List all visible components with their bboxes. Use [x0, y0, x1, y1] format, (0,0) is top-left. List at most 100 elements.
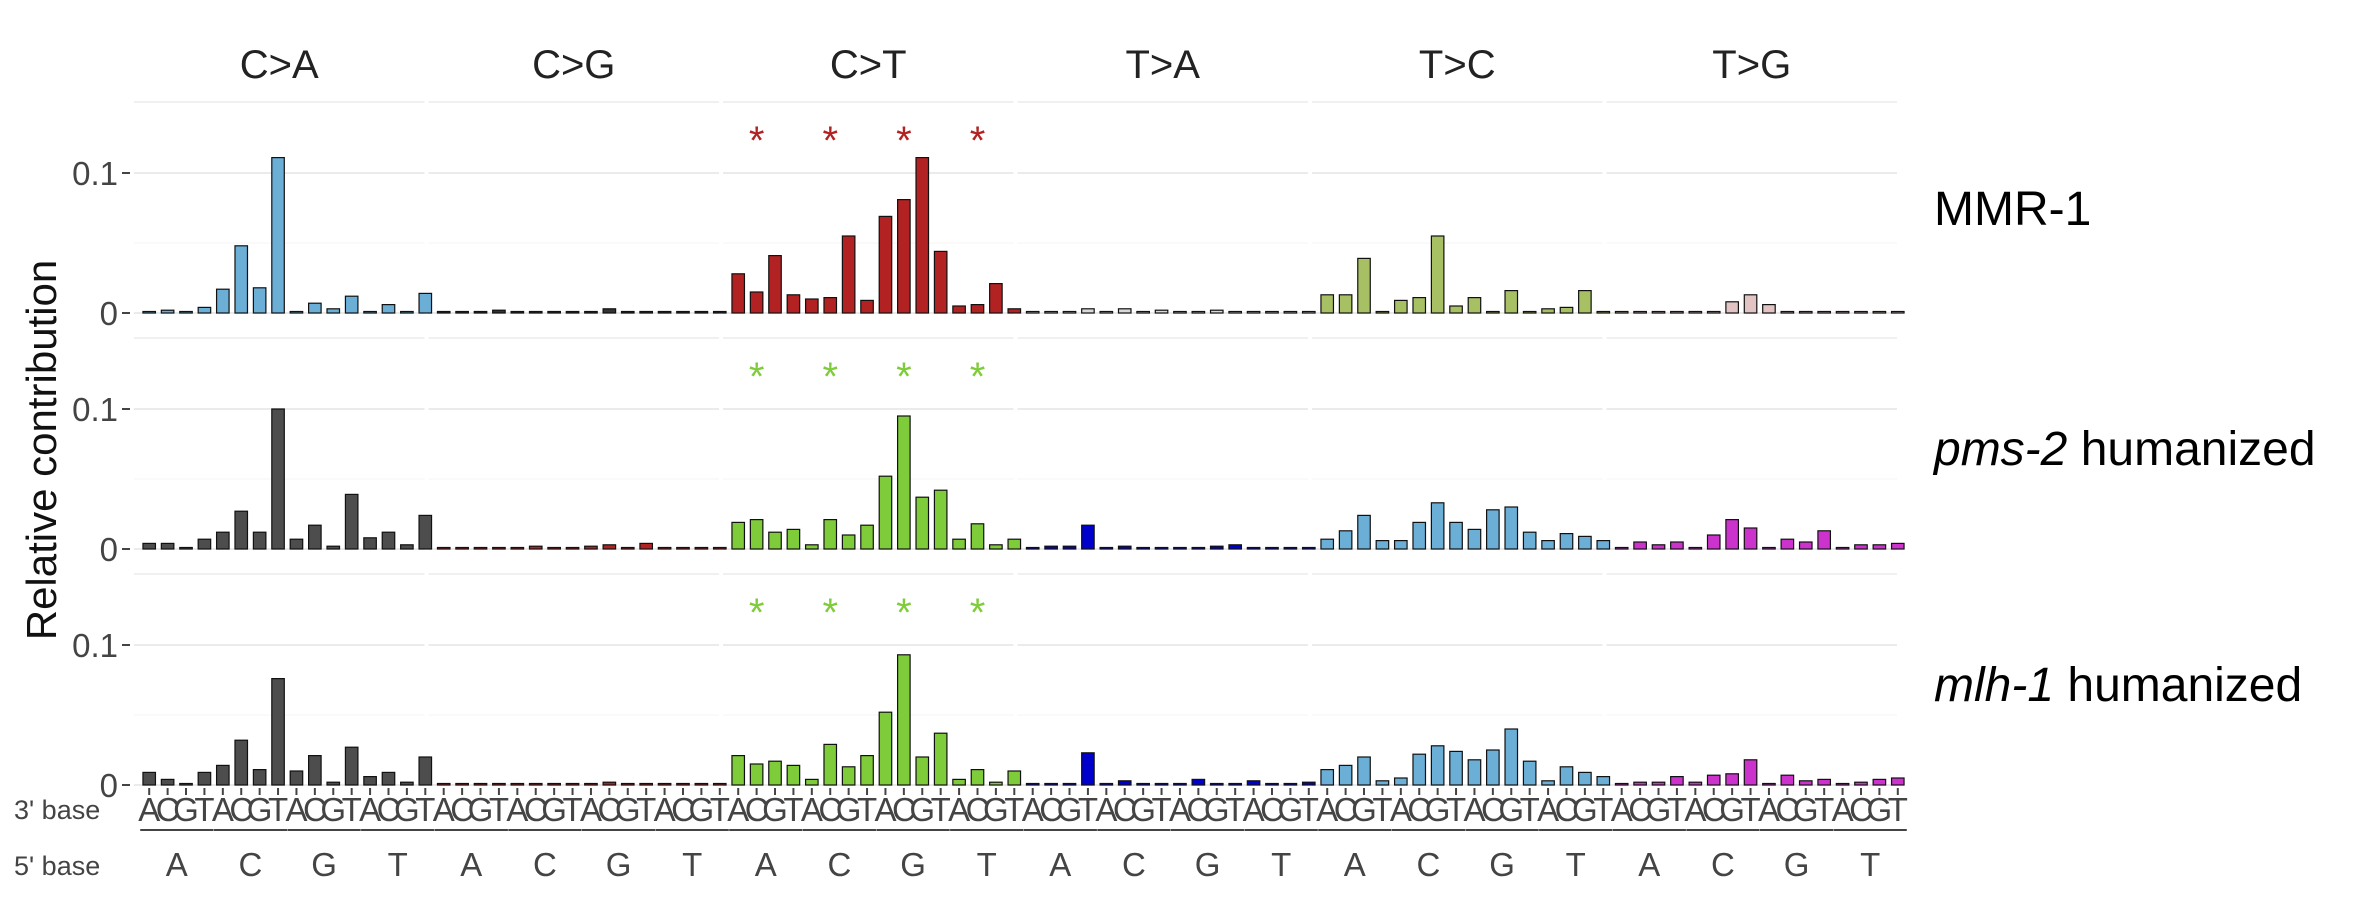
bar-mlh-1-humanized-t-a-13 [1265, 782, 1279, 786]
bar-pms-2-humanized-t-g-2 [1651, 544, 1666, 550]
three-prime-base-label: A [1758, 791, 1780, 828]
five-prime-base-label: C [1417, 846, 1441, 883]
y-tick-label: 0.1 [72, 391, 118, 428]
three-prime-base-label: A [285, 791, 307, 828]
bar-pms-2-humanized-t-c-14 [1578, 535, 1592, 550]
bar-mmr-1-c-t-3 [786, 294, 801, 314]
bar-mlh-1-humanized-c-t-14 [989, 781, 1003, 786]
three-prime-base-label: T [1593, 791, 1613, 828]
bar-mlh-1-humanized-t-a-9 [1191, 778, 1206, 786]
bar-mmr-1-t-g-6 [1725, 301, 1739, 314]
five-prime-base-label: G [311, 846, 337, 883]
bar-mmr-1-t-a-14 [1283, 310, 1298, 314]
significance-star: * [822, 591, 838, 635]
three-prime-base-label: T [710, 791, 730, 828]
bar-mmr-1-c-a-10 [326, 308, 341, 314]
three-prime-base-label: G [1572, 791, 1598, 828]
three-prime-base-label: G [1278, 791, 1304, 828]
row-label-mlh-1-rest: humanized [2054, 659, 2303, 712]
bar-mlh-1-humanized-c-t-6 [841, 766, 856, 786]
three-prime-base-label: G [247, 791, 273, 828]
row-label-mlh-1-humanized: mlh-1 humanized [1934, 658, 2302, 713]
bar-mmr-1-t-c-2 [1357, 257, 1371, 314]
significance-star: * [970, 355, 986, 399]
three-prime-base-label: T [783, 791, 803, 828]
bar-mlh-1-humanized-c-a-0 [142, 771, 157, 786]
bar-mlh-1-humanized-t-c-6 [1430, 745, 1445, 786]
bar-mmr-1-c-a-7 [271, 157, 285, 314]
row-label-pms-2-rest: humanized [2067, 423, 2316, 476]
bar-mlh-1-humanized-t-g-2 [1651, 781, 1666, 786]
bar-mlh-1-humanized-c-t-9 [897, 654, 911, 786]
three-prime-base-label: T [1078, 791, 1098, 828]
bar-mmr-1-t-c-0 [1320, 294, 1335, 314]
three-prime-base-label: G [909, 791, 935, 828]
five-prime-base-label: G [606, 846, 632, 883]
bar-mlh-1-humanized-t-a-3 [1081, 752, 1095, 786]
bar-mlh-1-humanized-t-c-10 [1504, 728, 1519, 786]
bar-mmr-1-c-a-4 [215, 288, 230, 314]
bar-pms-2-humanized-c-a-13 [381, 531, 396, 550]
bar-pms-2-humanized-t-a-15 [1301, 546, 1316, 550]
bar-mlh-1-humanized-c-t-3 [786, 764, 801, 786]
bar-mlh-1-humanized-t-g-3 [1670, 775, 1684, 786]
three-prime-base-label: C [892, 791, 916, 828]
bar-mlh-1-humanized-c-a-14 [400, 781, 414, 786]
three-prime-base-label: G [320, 791, 346, 828]
significance-star: * [896, 119, 912, 163]
bar-mmr-1-t-g-12 [1835, 310, 1850, 314]
bar-mlh-1-humanized-c-a-3 [197, 771, 212, 786]
bar-pms-2-humanized-t-g-6 [1725, 518, 1739, 550]
bar-mmr-1-c-t-9 [897, 199, 911, 314]
bar-pms-2-humanized-t-c-15 [1596, 539, 1611, 550]
five-prime-base-label: C [1122, 846, 1146, 883]
significance-star: * [749, 355, 765, 399]
bar-mlh-1-humanized-t-g-14 [1872, 778, 1887, 786]
significance-star: * [970, 119, 986, 163]
bar-pms-2-humanized-t-c-10 [1504, 506, 1519, 550]
bar-mmr-1-t-g-0 [1614, 310, 1629, 314]
bar-mmr-1-t-a-5 [1117, 308, 1132, 314]
five-prime-base-label: T [1271, 846, 1291, 883]
bar-pms-2-humanized-c-t-15 [1007, 538, 1022, 550]
three-prime-base-label: G [1130, 791, 1156, 828]
three-prime-base-label: G [1057, 791, 1083, 828]
three-prime-base-label: T [562, 791, 582, 828]
five-prime-base-label: T [388, 846, 408, 883]
bar-mmr-1-c-t-14 [989, 283, 1003, 314]
three-prime-base-label: A [212, 791, 234, 828]
bar-mlh-1-humanized-c-a-2 [179, 782, 193, 786]
bar-mmr-1-t-g-9 [1780, 310, 1795, 314]
bar-mlh-1-humanized-c-a-6 [252, 768, 267, 786]
bar-pms-2-humanized-c-g-9 [602, 544, 617, 550]
bar-mlh-1-humanized-c-g-7 [565, 782, 580, 786]
facet-header-c-a: C>A [240, 43, 319, 87]
y-tick-label: 0 [100, 767, 118, 804]
bar-mlh-1-humanized-t-a-5 [1117, 780, 1132, 786]
bar-mmr-1-c-g-7 [565, 310, 580, 314]
bar-pms-2-humanized-c-g-11 [639, 542, 654, 550]
bar-pms-2-humanized-c-a-2 [179, 546, 193, 550]
row-label-mmr-1: MMR-1 [1934, 182, 2091, 237]
bar-mlh-1-humanized-t-a-0 [1025, 782, 1040, 786]
significance-star: * [749, 591, 765, 635]
bar-pms-2-humanized-t-c-13 [1559, 532, 1574, 550]
five-prime-axis-label: 5' base [14, 851, 100, 881]
bar-mlh-1-humanized-t-c-1 [1338, 764, 1353, 786]
facet-header-c-g: C>G [532, 43, 615, 87]
five-prime-base-label: C [239, 846, 263, 883]
bar-mmr-1-t-g-2 [1651, 310, 1666, 314]
five-prime-base-label: T [1860, 846, 1880, 883]
bar-mmr-1-t-c-14 [1578, 290, 1592, 314]
three-prime-base-label: C [597, 791, 621, 828]
bar-mlh-1-humanized-c-g-9 [602, 781, 617, 786]
five-prime-base-label: G [1489, 846, 1515, 883]
bar-mlh-1-humanized-c-a-8 [289, 770, 304, 786]
three-prime-base-label: C [1186, 791, 1210, 828]
bar-mmr-1-t-c-1 [1338, 294, 1353, 314]
bar-mlh-1-humanized-c-g-8 [584, 782, 598, 786]
bar-mlh-1-humanized-c-a-13 [381, 771, 396, 786]
bar-mlh-1-humanized-t-g-11 [1817, 778, 1832, 786]
three-prime-base-label: G [1425, 791, 1451, 828]
bar-pms-2-humanized-t-g-8 [1762, 546, 1776, 550]
